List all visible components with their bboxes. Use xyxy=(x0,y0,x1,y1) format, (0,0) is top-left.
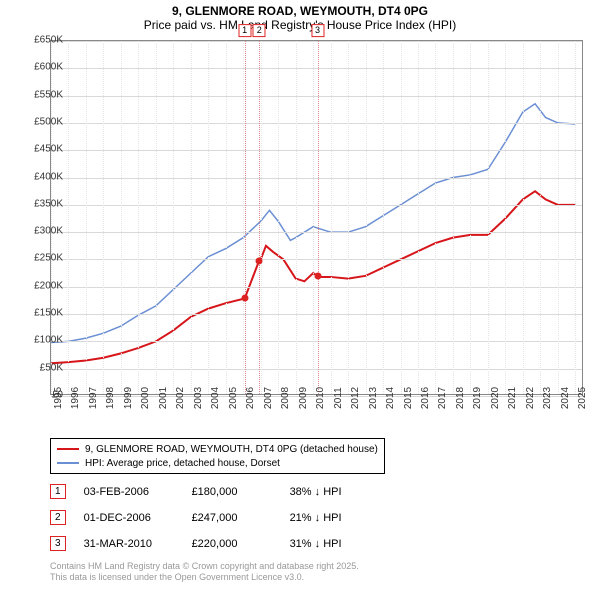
legend-item-price-paid: 9, GLENMORE ROAD, WEYMOUTH, DT4 0PG (det… xyxy=(57,442,378,456)
sale-marker-label: 3 xyxy=(311,24,324,37)
sale-row: 1 03-FEB-2006 £180,000 38% ↓ HPI xyxy=(50,484,370,499)
x-axis-label: 2008 xyxy=(280,387,291,409)
x-axis-label: 2013 xyxy=(368,387,379,409)
footer-line: This data is licensed under the Open Gov… xyxy=(50,572,359,584)
x-axis-label: 2009 xyxy=(298,387,309,409)
x-axis-label: 2006 xyxy=(245,387,256,409)
x-axis-label: 2024 xyxy=(560,387,571,409)
x-axis-label: 2005 xyxy=(228,387,239,409)
sale-marker-box: 3 xyxy=(50,536,66,551)
sale-row: 2 01-DEC-2006 £247,000 21% ↓ HPI xyxy=(50,510,370,525)
x-axis-label: 1995 xyxy=(53,387,64,409)
y-axis-label: £600K xyxy=(34,62,63,73)
chart-container: { "title_line1": "9, GLENMORE ROAD, WEYM… xyxy=(0,0,600,590)
x-axis-label: 2000 xyxy=(140,387,151,409)
x-axis-label: 2018 xyxy=(455,387,466,409)
x-axis-label: 2017 xyxy=(437,387,448,409)
y-axis-label: £300K xyxy=(34,226,63,237)
x-axis-label: 1998 xyxy=(105,387,116,409)
chart-subtitle: Price paid vs. HM Land Registry's House … xyxy=(0,18,600,38)
y-axis-label: £250K xyxy=(34,253,63,264)
x-axis-label: 2010 xyxy=(315,387,326,409)
sale-marker-label: 2 xyxy=(253,24,266,37)
x-axis-label: 2004 xyxy=(210,387,221,409)
x-axis-label: 2012 xyxy=(350,387,361,409)
sale-date: 31-MAR-2010 xyxy=(84,538,174,550)
legend-item-hpi: HPI: Average price, detached house, Dors… xyxy=(57,456,378,470)
sale-marker-point xyxy=(256,258,263,265)
footer-attribution: Contains HM Land Registry data © Crown c… xyxy=(50,561,359,584)
sale-diff: 31% ↓ HPI xyxy=(290,538,370,550)
x-axis-label: 1997 xyxy=(88,387,99,409)
sale-marker-box: 1 xyxy=(50,484,66,499)
y-axis-label: £500K xyxy=(34,116,63,127)
x-axis-label: 2019 xyxy=(472,387,483,409)
sale-marker-label: 1 xyxy=(238,24,251,37)
x-axis-label: 2002 xyxy=(175,387,186,409)
sale-marker-point xyxy=(241,294,248,301)
legend-label: 9, GLENMORE ROAD, WEYMOUTH, DT4 0PG (det… xyxy=(85,444,378,455)
x-axis-label: 2001 xyxy=(158,387,169,409)
x-axis-label: 2011 xyxy=(333,387,344,409)
y-axis-label: £400K xyxy=(34,171,63,182)
x-axis-label: 2003 xyxy=(193,387,204,409)
y-axis-label: £650K xyxy=(34,35,63,46)
x-axis-label: 2023 xyxy=(542,387,553,409)
sale-date: 01-DEC-2006 xyxy=(84,512,174,524)
x-axis-label: 1996 xyxy=(70,387,81,409)
sale-price: £180,000 xyxy=(192,486,272,498)
x-axis-label: 2007 xyxy=(263,387,274,409)
x-axis-label: 2014 xyxy=(385,387,396,409)
footer-line: Contains HM Land Registry data © Crown c… xyxy=(50,561,359,573)
x-axis-label: 2021 xyxy=(507,387,518,409)
x-axis-label: 2025 xyxy=(577,387,588,409)
sale-date: 03-FEB-2006 xyxy=(84,486,174,498)
legend-label: HPI: Average price, detached house, Dors… xyxy=(85,458,280,469)
sale-marker-point xyxy=(314,272,321,279)
sale-price: £247,000 xyxy=(192,512,272,524)
sale-diff: 38% ↓ HPI xyxy=(290,486,370,498)
y-axis-label: £550K xyxy=(34,89,63,100)
x-axis-label: 2016 xyxy=(420,387,431,409)
sale-price: £220,000 xyxy=(192,538,272,550)
x-axis-label: 2015 xyxy=(403,387,414,409)
x-axis-label: 2020 xyxy=(490,387,501,409)
y-axis-label: £50K xyxy=(40,362,63,373)
y-axis-label: £200K xyxy=(34,280,63,291)
y-axis-label: £100K xyxy=(34,335,63,346)
y-axis-label: £350K xyxy=(34,198,63,209)
plot-area: 123 xyxy=(50,40,583,395)
y-axis-label: £450K xyxy=(34,144,63,155)
legend-swatch xyxy=(57,448,79,450)
sale-diff: 21% ↓ HPI xyxy=(290,512,370,524)
x-axis-label: 2022 xyxy=(525,387,536,409)
legend: 9, GLENMORE ROAD, WEYMOUTH, DT4 0PG (det… xyxy=(50,438,385,474)
chart-title: 9, GLENMORE ROAD, WEYMOUTH, DT4 0PG xyxy=(0,0,600,18)
legend-swatch xyxy=(57,462,79,464)
sale-marker-box: 2 xyxy=(50,510,66,525)
sale-row: 3 31-MAR-2010 £220,000 31% ↓ HPI xyxy=(50,536,370,551)
y-axis-label: £150K xyxy=(34,308,63,319)
x-axis-label: 1999 xyxy=(123,387,134,409)
